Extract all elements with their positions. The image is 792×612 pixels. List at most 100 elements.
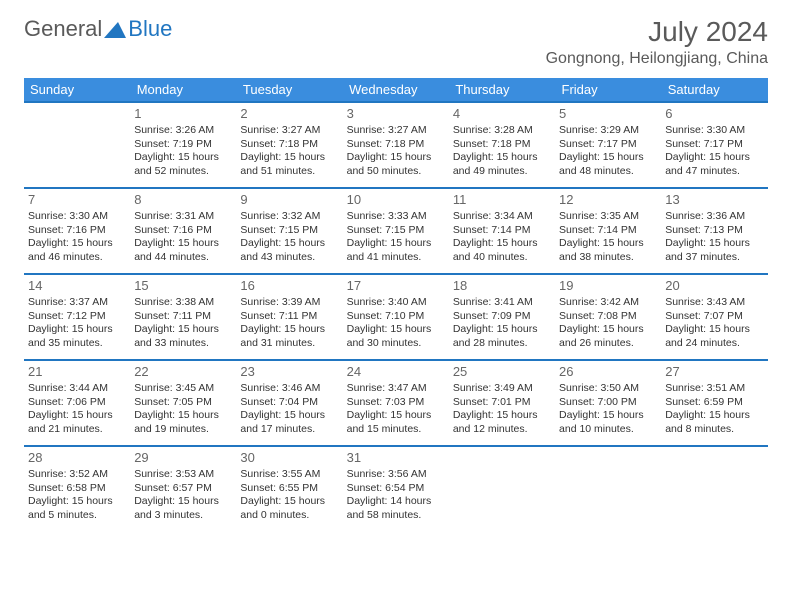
calendar-table: SundayMondayTuesdayWednesdayThursdayFrid… <box>24 78 768 532</box>
sunset-line: Sunset: 6:57 PM <box>134 482 232 496</box>
day-number: 20 <box>665 278 763 295</box>
day-number: 13 <box>665 192 763 209</box>
sunset-line: Sunset: 7:11 PM <box>134 310 232 324</box>
calendar-day-cell: 8Sunrise: 3:31 AMSunset: 7:16 PMDaylight… <box>130 188 236 274</box>
calendar-week-row: 1Sunrise: 3:26 AMSunset: 7:19 PMDaylight… <box>24 102 768 188</box>
sunrise-line: Sunrise: 3:46 AM <box>240 382 338 396</box>
sunrise-line: Sunrise: 3:49 AM <box>453 382 551 396</box>
calendar-day-cell: 27Sunrise: 3:51 AMSunset: 6:59 PMDayligh… <box>661 360 767 446</box>
calendar-day-cell: 30Sunrise: 3:55 AMSunset: 6:55 PMDayligh… <box>236 446 342 532</box>
sunrise-line: Sunrise: 3:37 AM <box>28 296 126 310</box>
location: Gongnong, Heilongjiang, China <box>546 50 768 68</box>
daylight-line: Daylight: 15 hours and 15 minutes. <box>347 409 445 436</box>
sunrise-line: Sunrise: 3:35 AM <box>559 210 657 224</box>
sunset-line: Sunset: 7:04 PM <box>240 396 338 410</box>
daylight-line: Daylight: 15 hours and 33 minutes. <box>134 323 232 350</box>
day-number: 14 <box>28 278 126 295</box>
calendar-day-cell <box>555 446 661 532</box>
sunset-line: Sunset: 7:07 PM <box>665 310 763 324</box>
day-number: 5 <box>559 106 657 123</box>
sunrise-line: Sunrise: 3:43 AM <box>665 296 763 310</box>
calendar-day-cell: 26Sunrise: 3:50 AMSunset: 7:00 PMDayligh… <box>555 360 661 446</box>
calendar-day-cell: 17Sunrise: 3:40 AMSunset: 7:10 PMDayligh… <box>343 274 449 360</box>
logo-triangle-icon <box>104 20 126 38</box>
day-number: 22 <box>134 364 232 381</box>
daylight-line: Daylight: 15 hours and 10 minutes. <box>559 409 657 436</box>
daylight-line: Daylight: 15 hours and 49 minutes. <box>453 151 551 178</box>
calendar-week-row: 21Sunrise: 3:44 AMSunset: 7:06 PMDayligh… <box>24 360 768 446</box>
calendar-day-cell: 28Sunrise: 3:52 AMSunset: 6:58 PMDayligh… <box>24 446 130 532</box>
sunrise-line: Sunrise: 3:40 AM <box>347 296 445 310</box>
weekday-header: Thursday <box>449 78 555 102</box>
calendar-day-cell: 14Sunrise: 3:37 AMSunset: 7:12 PMDayligh… <box>24 274 130 360</box>
day-number: 19 <box>559 278 657 295</box>
sunset-line: Sunset: 7:17 PM <box>665 138 763 152</box>
sunset-line: Sunset: 7:06 PM <box>28 396 126 410</box>
daylight-line: Daylight: 15 hours and 47 minutes. <box>665 151 763 178</box>
sunrise-line: Sunrise: 3:41 AM <box>453 296 551 310</box>
weekday-header-row: SundayMondayTuesdayWednesdayThursdayFrid… <box>24 78 768 102</box>
sunset-line: Sunset: 6:59 PM <box>665 396 763 410</box>
sunset-line: Sunset: 7:12 PM <box>28 310 126 324</box>
day-number: 29 <box>134 450 232 467</box>
sunset-line: Sunset: 7:17 PM <box>559 138 657 152</box>
calendar-day-cell: 25Sunrise: 3:49 AMSunset: 7:01 PMDayligh… <box>449 360 555 446</box>
daylight-line: Daylight: 15 hours and 17 minutes. <box>240 409 338 436</box>
calendar-day-cell: 29Sunrise: 3:53 AMSunset: 6:57 PMDayligh… <box>130 446 236 532</box>
calendar-day-cell: 3Sunrise: 3:27 AMSunset: 7:18 PMDaylight… <box>343 102 449 188</box>
sunrise-line: Sunrise: 3:26 AM <box>134 124 232 138</box>
calendar-day-cell: 12Sunrise: 3:35 AMSunset: 7:14 PMDayligh… <box>555 188 661 274</box>
sunset-line: Sunset: 7:13 PM <box>665 224 763 238</box>
sunrise-line: Sunrise: 3:44 AM <box>28 382 126 396</box>
logo: General Blue <box>24 16 172 42</box>
daylight-line: Daylight: 15 hours and 28 minutes. <box>453 323 551 350</box>
sunrise-line: Sunrise: 3:50 AM <box>559 382 657 396</box>
daylight-line: Daylight: 15 hours and 48 minutes. <box>559 151 657 178</box>
sunset-line: Sunset: 7:08 PM <box>559 310 657 324</box>
day-number: 11 <box>453 192 551 209</box>
weekday-header: Wednesday <box>343 78 449 102</box>
calendar-day-cell: 23Sunrise: 3:46 AMSunset: 7:04 PMDayligh… <box>236 360 342 446</box>
calendar-day-cell: 16Sunrise: 3:39 AMSunset: 7:11 PMDayligh… <box>236 274 342 360</box>
day-number: 4 <box>453 106 551 123</box>
calendar-day-cell: 9Sunrise: 3:32 AMSunset: 7:15 PMDaylight… <box>236 188 342 274</box>
calendar-day-cell <box>449 446 555 532</box>
sunset-line: Sunset: 6:58 PM <box>28 482 126 496</box>
calendar-day-cell: 21Sunrise: 3:44 AMSunset: 7:06 PMDayligh… <box>24 360 130 446</box>
sunrise-line: Sunrise: 3:45 AM <box>134 382 232 396</box>
daylight-line: Daylight: 15 hours and 35 minutes. <box>28 323 126 350</box>
sunset-line: Sunset: 7:19 PM <box>134 138 232 152</box>
weekday-header: Saturday <box>661 78 767 102</box>
daylight-line: Daylight: 15 hours and 40 minutes. <box>453 237 551 264</box>
calendar-day-cell: 2Sunrise: 3:27 AMSunset: 7:18 PMDaylight… <box>236 102 342 188</box>
sunset-line: Sunset: 7:18 PM <box>240 138 338 152</box>
sunset-line: Sunset: 7:15 PM <box>240 224 338 238</box>
daylight-line: Daylight: 15 hours and 37 minutes. <box>665 237 763 264</box>
calendar-day-cell: 5Sunrise: 3:29 AMSunset: 7:17 PMDaylight… <box>555 102 661 188</box>
sunrise-line: Sunrise: 3:39 AM <box>240 296 338 310</box>
calendar-day-cell: 6Sunrise: 3:30 AMSunset: 7:17 PMDaylight… <box>661 102 767 188</box>
day-number: 30 <box>240 450 338 467</box>
calendar-day-cell: 15Sunrise: 3:38 AMSunset: 7:11 PMDayligh… <box>130 274 236 360</box>
day-number: 23 <box>240 364 338 381</box>
calendar-week-row: 14Sunrise: 3:37 AMSunset: 7:12 PMDayligh… <box>24 274 768 360</box>
sunrise-line: Sunrise: 3:51 AM <box>665 382 763 396</box>
daylight-line: Daylight: 15 hours and 0 minutes. <box>240 495 338 522</box>
sunset-line: Sunset: 7:18 PM <box>453 138 551 152</box>
daylight-line: Daylight: 15 hours and 8 minutes. <box>665 409 763 436</box>
day-number: 18 <box>453 278 551 295</box>
sunrise-line: Sunrise: 3:47 AM <box>347 382 445 396</box>
daylight-line: Daylight: 15 hours and 21 minutes. <box>28 409 126 436</box>
sunset-line: Sunset: 7:16 PM <box>134 224 232 238</box>
calendar-day-cell <box>24 102 130 188</box>
calendar-day-cell: 31Sunrise: 3:56 AMSunset: 6:54 PMDayligh… <box>343 446 449 532</box>
daylight-line: Daylight: 15 hours and 51 minutes. <box>240 151 338 178</box>
calendar-day-cell: 18Sunrise: 3:41 AMSunset: 7:09 PMDayligh… <box>449 274 555 360</box>
daylight-line: Daylight: 15 hours and 24 minutes. <box>665 323 763 350</box>
day-number: 25 <box>453 364 551 381</box>
sunrise-line: Sunrise: 3:28 AM <box>453 124 551 138</box>
calendar-day-cell: 4Sunrise: 3:28 AMSunset: 7:18 PMDaylight… <box>449 102 555 188</box>
daylight-line: Daylight: 15 hours and 31 minutes. <box>240 323 338 350</box>
sunrise-line: Sunrise: 3:31 AM <box>134 210 232 224</box>
day-number: 7 <box>28 192 126 209</box>
